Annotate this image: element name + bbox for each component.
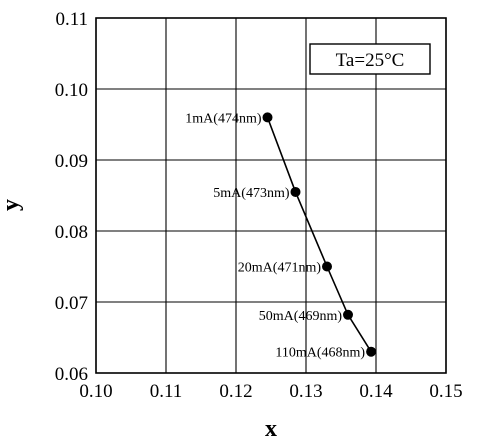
- point-label: 5mA(473nm): [213, 186, 290, 201]
- x-axis-ticks: 0.10 0.11 0.12 0.13 0.14 0.15: [79, 381, 462, 402]
- series-layer: 1mA(474nm) 5mA(473nm) 20mA(471nm) 50mA(469n…: [185, 111, 377, 361]
- data-point: [262, 112, 273, 123]
- y-tick-label: 0.07: [55, 293, 88, 314]
- x-tick-label: 0.12: [219, 381, 252, 402]
- point-label: 20mA(471nm): [238, 261, 322, 276]
- point-label: 1mA(474nm): [185, 111, 262, 126]
- point-label: 50mA(469nm): [259, 309, 343, 324]
- y-tick-label: 0.08: [55, 222, 88, 243]
- x-axis-label: x: [265, 416, 277, 441]
- x-tick-label: 0.11: [150, 381, 183, 402]
- x-tick-label: 0.14: [359, 381, 393, 402]
- y-tick-label: 0.09: [55, 151, 88, 172]
- y-tick-label: 0.06: [55, 364, 88, 385]
- data-point: [366, 346, 377, 357]
- x-tick-label: 0.15: [429, 381, 462, 402]
- x-tick-label: 0.13: [289, 381, 322, 402]
- y-axis-ticks: 0.06 0.07 0.08 0.09 0.10 0.11: [55, 9, 88, 385]
- condition-label: Ta=25°C: [336, 50, 405, 71]
- data-point: [322, 261, 332, 272]
- condition-box: Ta=25°C: [309, 43, 431, 75]
- point-label: 110mA(468nm): [275, 346, 365, 361]
- data-point: [290, 186, 301, 197]
- x-tick-label: 0.10: [79, 381, 112, 402]
- condition-box-border: [309, 43, 431, 75]
- data-point: [343, 309, 353, 320]
- y-axis-label: y: [0, 199, 24, 211]
- y-tick-label: 0.11: [55, 9, 88, 30]
- plot-area-frame: [95, 17, 447, 374]
- y-tick-label: 0.10: [55, 80, 88, 101]
